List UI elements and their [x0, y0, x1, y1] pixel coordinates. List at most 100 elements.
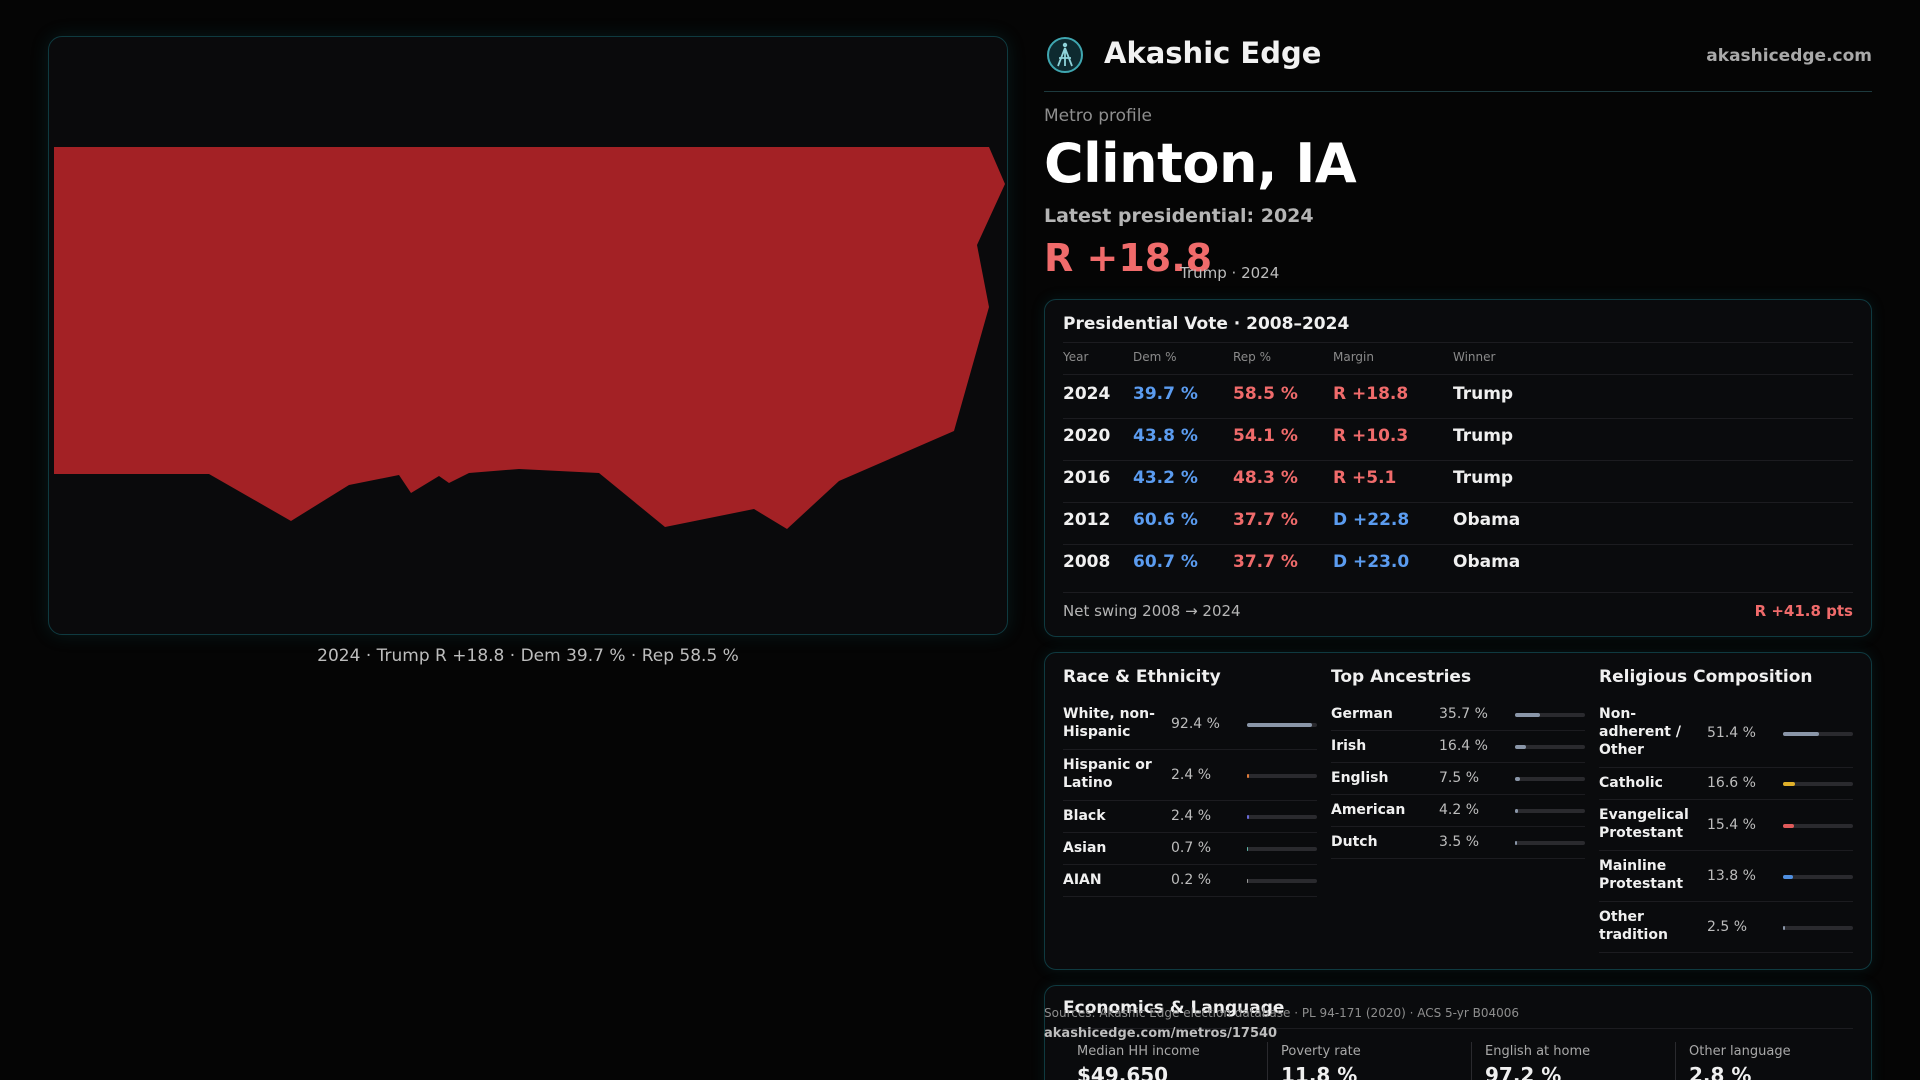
ancestry-value: 3.5 %	[1439, 834, 1480, 850]
ancestry-bar-fill	[1515, 745, 1527, 749]
brand-url-link[interactable]: akashicedge.com	[1706, 46, 1872, 66]
race-label: AIAN	[1063, 872, 1102, 888]
metro-map[interactable]	[48, 36, 1008, 635]
vote-dem-pct: 43.8 %	[1133, 426, 1198, 446]
vote-rep-pct: 37.7 %	[1233, 552, 1298, 572]
sources-note: Sources: Akashic Edge election database …	[1044, 1006, 1520, 1020]
religion-bar-track	[1783, 874, 1853, 879]
vote-dem-pct: 60.6 %	[1133, 510, 1198, 530]
divider	[1063, 374, 1853, 375]
ancestry-value: 7.5 %	[1439, 770, 1480, 786]
race-value: 2.4 %	[1171, 808, 1212, 824]
ancestry-bar-fill	[1515, 777, 1521, 781]
vote-row-2016: 2016 43.2 % 48.3 % R +5.1 Trump	[1063, 468, 1853, 508]
vote-year: 2024	[1063, 384, 1111, 404]
divider	[1063, 460, 1853, 461]
divider	[1267, 1042, 1268, 1080]
race-label: Black	[1063, 808, 1106, 824]
ancestry-label: American	[1331, 802, 1406, 818]
religion-bar-fill	[1783, 874, 1793, 879]
vote-winner: Trump	[1453, 426, 1514, 446]
divider	[1063, 592, 1853, 593]
latest-margin: R +18.8	[1044, 236, 1213, 280]
econ-stat-label: Poverty rate	[1281, 1044, 1361, 1059]
religion-bar-fill	[1783, 731, 1819, 736]
religion-value: 51.4 %	[1707, 724, 1756, 741]
religion-label: Non-adherent / Other	[1599, 706, 1681, 758]
net-swing-label: Net swing 2008 → 2024	[1063, 602, 1241, 620]
ancestry-bar-fill	[1515, 713, 1540, 717]
econ-stat: English at home 97.2 %	[1471, 1044, 1671, 1080]
vote-rep-pct: 58.5 %	[1233, 384, 1298, 404]
vote-margin: R +5.1	[1333, 468, 1397, 488]
divider	[1063, 502, 1853, 503]
ancestry-bar-track	[1515, 841, 1585, 845]
latest-margin-sub: Trump · 2024	[1180, 264, 1280, 282]
ancestry-row: American 4.2 %	[1331, 795, 1585, 827]
ancestry-row: Dutch 3.5 %	[1331, 827, 1585, 859]
race-row: Hispanic or Latino 2.4 %	[1063, 750, 1317, 801]
race-bar-fill	[1247, 879, 1249, 883]
race-ethnicity-section: Race & Ethnicity White, non-Hispanic 92.4…	[1063, 667, 1317, 897]
vote-table-header: Year Dem % Rep % Margin Winner	[1063, 350, 1853, 370]
vote-margin: D +23.0	[1333, 552, 1410, 572]
latest-presidential-label: Latest presidential: 2024	[1044, 205, 1314, 227]
race-value: 0.2 %	[1171, 872, 1212, 888]
source-url-link[interactable]: akashicedge.com/metros/17540	[1044, 1026, 1278, 1041]
religion-bar-track	[1783, 731, 1853, 736]
ancestry-row: Irish 16.4 %	[1331, 731, 1585, 763]
vote-winner: Trump	[1453, 384, 1514, 404]
net-swing-value: R +41.8 pts	[1754, 602, 1853, 620]
divider	[1063, 544, 1853, 545]
profile-eyebrow: Metro profile	[1044, 106, 1152, 126]
econ-stat-value: $49,650	[1077, 1063, 1169, 1080]
econ-stat-value: 11.8 %	[1281, 1063, 1358, 1080]
religion-bar-fill	[1783, 925, 1785, 930]
ancestry-label: Irish	[1331, 738, 1367, 754]
religion-row: Other tradition 2.5 %	[1599, 902, 1853, 953]
religion-bar-track	[1783, 925, 1853, 930]
vote-year: 2016	[1063, 468, 1111, 488]
religion-label: Mainline Protestant	[1599, 858, 1684, 892]
ancestry-bar-track	[1515, 745, 1585, 749]
race-bar-fill	[1247, 815, 1249, 819]
ancestry-value: 16.4 %	[1439, 738, 1488, 754]
race-bar-track	[1247, 722, 1317, 727]
race-bar-fill	[1247, 847, 1249, 851]
demographics-card: Race & Ethnicity White, non-Hispanic 92.4…	[1044, 652, 1872, 970]
religion-value: 16.6 %	[1707, 775, 1756, 791]
vote-row-2020: 2020 43.8 % 54.1 % R +10.3 Trump	[1063, 426, 1853, 466]
race-row: AIAN 0.2 %	[1063, 865, 1317, 897]
vote-row-2008: 2008 60.7 % 37.7 % D +23.0 Obama	[1063, 552, 1853, 592]
ancestry-row: English 7.5 %	[1331, 763, 1585, 795]
divider	[1063, 418, 1853, 419]
ancestry-bar-fill	[1515, 841, 1518, 845]
ancestry-bar-track	[1515, 713, 1585, 717]
economics-card: Economics & Language Median HH income $49…	[1044, 985, 1872, 1080]
vote-margin: R +10.3	[1333, 426, 1409, 446]
vote-row-2012: 2012 60.6 % 37.7 % D +22.8 Obama	[1063, 510, 1853, 550]
county-shape[interactable]	[54, 147, 1005, 529]
header-margin: Margin	[1333, 350, 1374, 364]
ancestry-bar-track	[1515, 809, 1585, 813]
vote-year: 2020	[1063, 426, 1111, 446]
ancestry-bar-track	[1515, 777, 1585, 781]
econ-stat: Median HH income $49,650	[1063, 1044, 1263, 1080]
vote-dem-pct: 60.7 %	[1133, 552, 1198, 572]
divider	[1063, 342, 1853, 343]
religion-value: 2.5 %	[1707, 918, 1748, 935]
econ-stat-label: Median HH income	[1077, 1044, 1200, 1059]
religion-label: Evangelical Protestant	[1599, 807, 1689, 841]
race-title: Race & Ethnicity	[1063, 667, 1221, 687]
ancestry-row: German 35.7 %	[1331, 699, 1585, 731]
religion-value: 13.8 %	[1707, 867, 1756, 884]
econ-stat: Other language 2.8 %	[1675, 1044, 1875, 1080]
vote-rep-pct: 37.7 %	[1233, 510, 1298, 530]
ancestry-label: English	[1331, 770, 1389, 786]
vote-rep-pct: 48.3 %	[1233, 468, 1298, 488]
econ-stat-label: English at home	[1485, 1044, 1591, 1059]
religion-row: Mainline Protestant 13.8 %	[1599, 851, 1853, 902]
vote-margin: D +22.8	[1333, 510, 1410, 530]
religion-row: Non-adherent / Other 51.4 %	[1599, 699, 1853, 768]
religion-row: Catholic 16.6 %	[1599, 768, 1853, 800]
